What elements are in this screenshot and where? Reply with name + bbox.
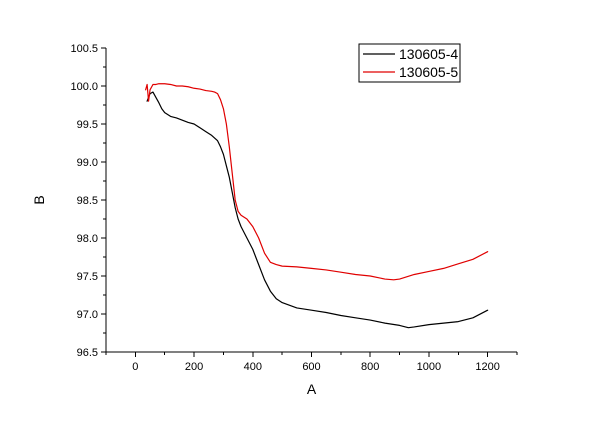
legend-box <box>358 43 461 83</box>
y-tick-label: 100.5 <box>70 43 98 55</box>
y-tick-label: 99.5 <box>77 119 98 131</box>
x-tick-label: 400 <box>244 361 262 373</box>
legend-label-130605-5: 130605-5 <box>399 64 458 80</box>
series-line-130605-4 <box>146 91 489 329</box>
x-tick-label: 1000 <box>417 361 441 373</box>
y-tick-label: 98.5 <box>77 195 98 207</box>
x-axis-title: A <box>307 381 317 397</box>
y-tick-label: 98.0 <box>77 233 98 245</box>
y-tick-label: 100.0 <box>70 81 98 93</box>
x-tick-label: 200 <box>185 361 203 373</box>
y-tick-label: 97.0 <box>77 309 98 321</box>
series-line-130605-5 <box>145 83 489 281</box>
y-tick-label: 99.0 <box>77 157 98 169</box>
x-tick-label: 1200 <box>475 361 499 373</box>
y-tick-label: 97.5 <box>77 271 98 283</box>
x-tick-label: 600 <box>302 361 320 373</box>
y-axis-title: B <box>31 195 47 204</box>
legend-label-130605-4: 130605-4 <box>399 46 458 62</box>
x-tick-label: 800 <box>361 361 379 373</box>
x-tick-label: 0 <box>132 361 138 373</box>
y-tick-label: 96.5 <box>77 347 98 359</box>
